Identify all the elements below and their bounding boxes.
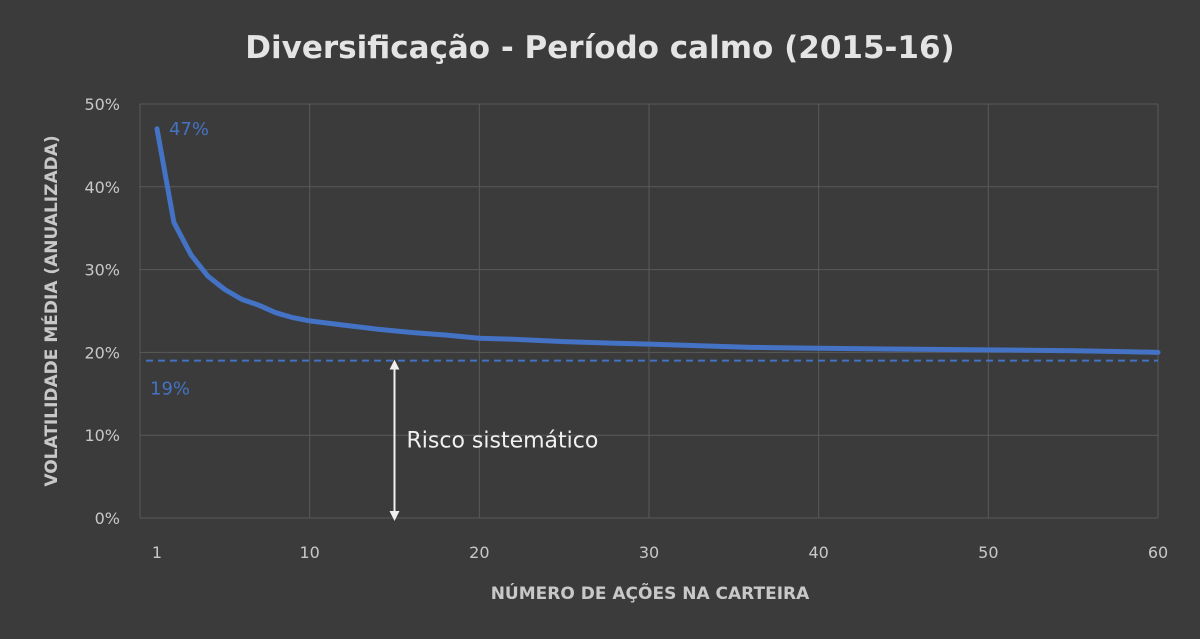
x-tick-label: 10 xyxy=(299,543,319,562)
systematic-risk-label: Risco sistemático xyxy=(407,428,599,453)
series-line xyxy=(154,126,1161,355)
x-tick-label: 60 xyxy=(1148,543,1168,562)
start-value-label: 47% xyxy=(169,119,209,140)
y-tick-label: 30% xyxy=(84,261,120,280)
y-tick-label: 50% xyxy=(84,95,120,114)
reference-value-label: 19% xyxy=(150,379,190,400)
y-tick-labels: 0% 10% 20% 30% 40% 50% xyxy=(84,95,120,528)
x-tick-label: 1 xyxy=(152,543,162,562)
y-tick-label: 0% xyxy=(95,509,120,528)
y-tick-label: 40% xyxy=(84,178,120,197)
chart-title: Diversificação - Período calmo (2015-16) xyxy=(245,30,954,66)
x-tick-labels: 1 10 20 30 40 50 60 xyxy=(152,543,1168,562)
x-tick-label: 50 xyxy=(978,543,998,562)
y-tick-label: 20% xyxy=(84,343,120,362)
gridlines xyxy=(139,103,1159,519)
y-tick-label: 10% xyxy=(84,426,120,445)
x-tick-label: 20 xyxy=(469,543,489,562)
y-axis-label: VOLATILIDADE MÉDIA (ANUALIZADA) xyxy=(40,135,62,486)
x-axis-label: NÚMERO DE AÇÕES NA CARTEIRA xyxy=(491,581,810,604)
x-tick-label: 40 xyxy=(808,543,828,562)
x-tick-label: 30 xyxy=(639,543,659,562)
